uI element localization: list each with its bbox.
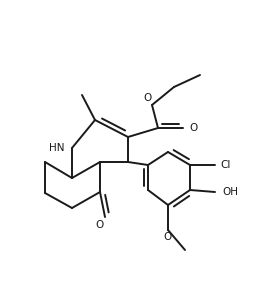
- Text: O: O: [96, 220, 104, 230]
- Text: Cl: Cl: [220, 160, 230, 170]
- Text: O: O: [189, 123, 197, 133]
- Text: O: O: [144, 93, 152, 103]
- Text: HN: HN: [49, 143, 65, 153]
- Text: O: O: [164, 232, 172, 242]
- Text: OH: OH: [222, 187, 238, 197]
